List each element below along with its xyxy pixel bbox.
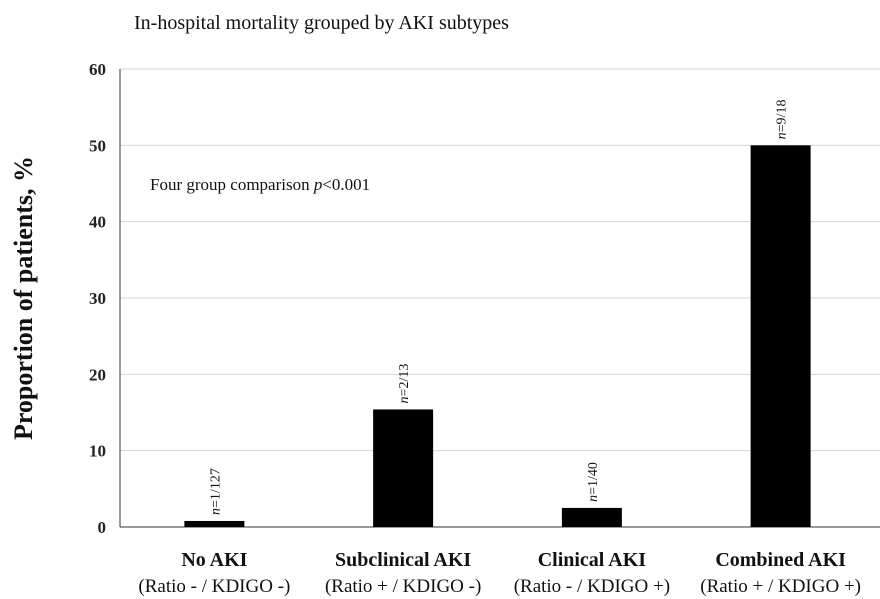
y-tick-label: 20: [89, 365, 106, 384]
y-tick-label: 0: [98, 518, 107, 537]
category-label-1: No AKI: [181, 549, 247, 571]
category-sublabel-4: (Ratio + / KDIGO +): [700, 576, 861, 597]
bar-3: [561, 507, 622, 527]
bar-4: [750, 145, 811, 528]
data-label-3: n=1/40: [586, 462, 601, 502]
category-sublabel-1: (Ratio - / KDIGO -): [138, 576, 290, 597]
data-label-1: n=1/127: [208, 468, 223, 515]
data-label-4: n=9/18: [775, 100, 790, 140]
annotation-prefix: Four group comparison: [150, 175, 314, 194]
category-label-2: Subclinical AKI: [335, 549, 471, 571]
bar-2: [373, 409, 434, 527]
y-tick-label: 10: [89, 442, 106, 461]
y-tick-label: 40: [89, 213, 106, 232]
data-label-2: n=2/13: [397, 364, 412, 404]
annotation-p: p: [313, 175, 323, 194]
category-sublabel-2: (Ratio + / KDIGO -): [325, 576, 481, 597]
category-label-3: Clinical AKI: [538, 549, 647, 571]
significance-annotation: Four group comparison p<0.001: [150, 175, 370, 194]
data-labels: n=1/127 n=2/13 n=1/40 n=9/18: [208, 100, 789, 515]
chart-title: In-hospital mortality grouped by AKI sub…: [134, 12, 509, 34]
category-sublabel-3: (Ratio - / KDIGO +): [514, 576, 670, 597]
y-tick-label: 30: [89, 289, 106, 308]
category-label-4: Combined AKI: [715, 549, 846, 571]
y-tick-label: 50: [89, 136, 106, 155]
y-axis-label: Proportion of patients, %: [9, 156, 38, 440]
bar-1: [184, 520, 245, 527]
category-labels: No AKI (Ratio - / KDIGO -) Subclinical AKI…: [138, 549, 861, 597]
bars: [184, 145, 811, 528]
annotation-suffix: <0.001: [322, 175, 370, 194]
y-tick-label: 60: [89, 60, 106, 79]
